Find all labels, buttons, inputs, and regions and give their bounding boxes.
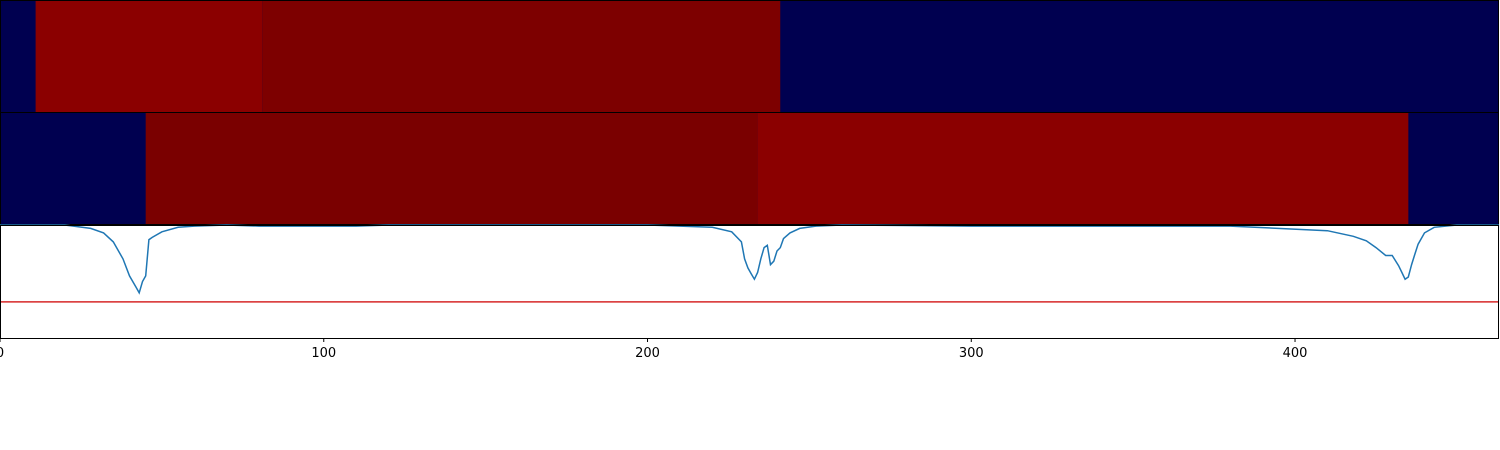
x-tick-label: 300 bbox=[959, 346, 984, 361]
x-tick-label: 0 bbox=[0, 346, 4, 361]
x-axis: 0 100 200 300 400 bbox=[0, 338, 1307, 361]
x-tick-label: 200 bbox=[635, 346, 660, 361]
signal-panel bbox=[0, 224, 1499, 339]
heatmap-tracks bbox=[0, 0, 1499, 225]
x-tick-label: 400 bbox=[1283, 346, 1308, 361]
x-tick-label: 100 bbox=[311, 346, 336, 361]
heatmap-segment bbox=[145, 113, 758, 225]
signal-line bbox=[0, 224, 1499, 295]
track-frame bbox=[0, 112, 1499, 225]
signal-frame bbox=[0, 225, 1499, 339]
heatmap-segment bbox=[262, 1, 781, 113]
heatmap-segment bbox=[35, 1, 263, 113]
heatmap-segment bbox=[757, 113, 1409, 225]
